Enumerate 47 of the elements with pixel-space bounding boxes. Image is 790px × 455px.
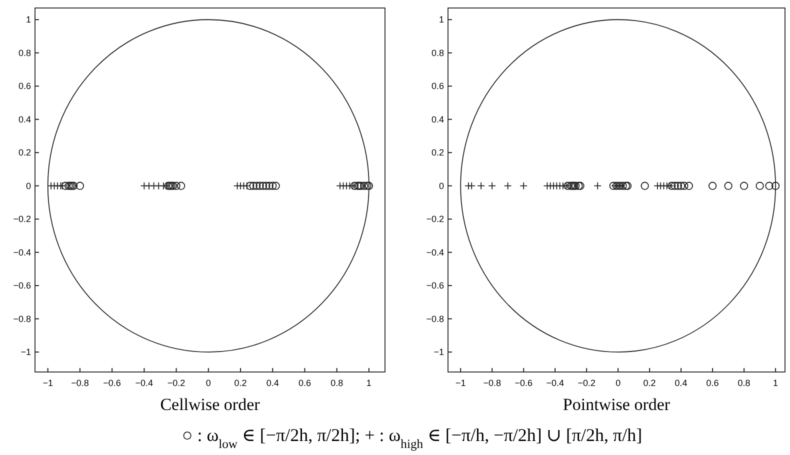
y-tick-label: 0.8 — [431, 48, 444, 58]
y-tick-label: 0.2 — [18, 148, 31, 158]
x-tick-label: −0.6 — [103, 378, 121, 388]
y-tick-label: −0.2 — [13, 214, 31, 224]
y-tick-label: −0.2 — [426, 214, 444, 224]
y-tick-label: 0.6 — [18, 81, 31, 92]
y-tick-label: 1 — [438, 14, 444, 25]
y-tick-label: 0 — [438, 180, 444, 191]
x-tick-label: −0.4 — [546, 378, 564, 388]
x-tick-label: −1 — [455, 378, 466, 388]
y-tick-label: 0 — [26, 180, 31, 191]
text: ○ : ω$_{low}$ ∈ [−π/2h, π/2h]; + : ω$_{high}$ ∈ [−π/h, −π/2h] ∪ [π/2h, π/h] — [182, 425, 642, 451]
x-tick-label: 0 — [206, 378, 211, 388]
y-tick-label: 0.6 — [431, 81, 444, 92]
x-tick-label: −1 — [42, 378, 53, 388]
y-tick-label: −0.8 — [426, 314, 444, 324]
y-tick-label: −0.4 — [426, 247, 444, 258]
x-tick-label: 0.2 — [643, 378, 656, 388]
x-tick-label: 1 — [773, 378, 778, 388]
y-tick-label: 1 — [26, 14, 31, 25]
y-tick-label: −1 — [20, 347, 31, 358]
y-tick-label: 0.4 — [18, 114, 31, 124]
y-tick-label: −0.8 — [13, 314, 31, 324]
x-tick-label: 1 — [366, 378, 372, 388]
x-tick-label: 0.6 — [298, 378, 311, 388]
y-tick-label: −0.4 — [13, 247, 31, 258]
y-tick-label: 0.4 — [431, 114, 444, 124]
y-tick-label: 0.2 — [431, 148, 444, 158]
x-tick-label: −0.8 — [483, 378, 501, 388]
y-tick-label: 0.8 — [18, 48, 31, 58]
y-tick-label: −0.6 — [426, 280, 444, 291]
x-axis-title: Cellwise order — [160, 395, 260, 414]
x-axis-title: Pointwise order — [562, 395, 670, 414]
x-tick-label: 0.4 — [266, 378, 279, 388]
x-tick-label: −0.8 — [71, 378, 89, 388]
x-tick-label: −0.6 — [514, 378, 532, 388]
x-tick-label: 0.8 — [738, 378, 750, 388]
x-tick-label: 0.6 — [706, 378, 719, 388]
x-tick-label: −0.4 — [135, 378, 154, 388]
y-tick-label: −0.6 — [13, 280, 31, 291]
x-tick-label: 0.2 — [234, 378, 247, 388]
x-tick-label: 0 — [616, 378, 621, 388]
x-tick-label: 0.8 — [330, 378, 344, 388]
x-tick-label: −0.2 — [167, 378, 186, 388]
x-tick-label: −0.2 — [578, 378, 596, 388]
y-tick-label: −1 — [434, 347, 444, 358]
x-tick-label: 0.4 — [674, 378, 688, 388]
